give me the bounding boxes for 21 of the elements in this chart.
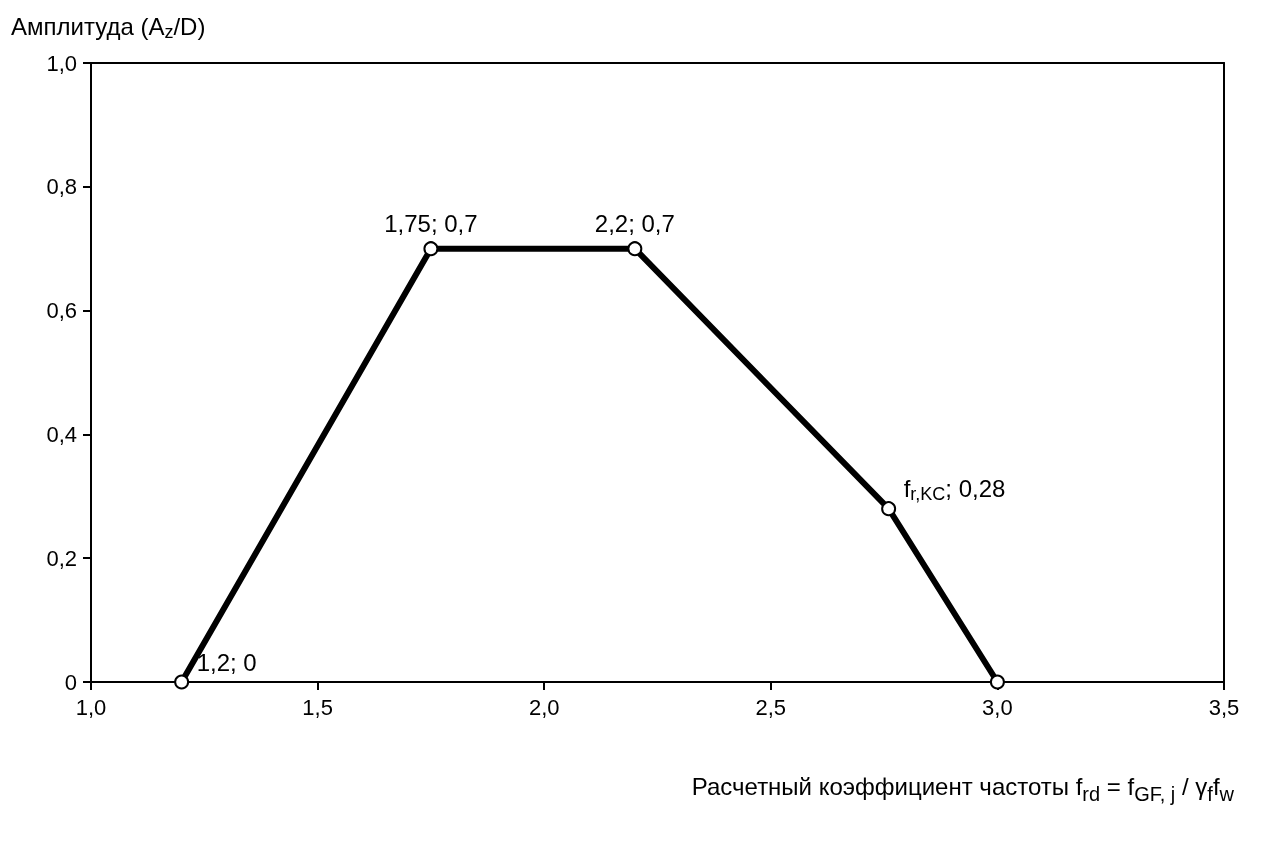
point <box>423 241 439 257</box>
x-tick-label: 1,0 <box>75 694 107 720</box>
x-tick-label: 3,0 <box>982 694 1013 720</box>
annotation: 2,2; 0,7 <box>594 210 675 238</box>
point <box>881 501 897 517</box>
x-tick-label: 2,5 <box>755 694 787 720</box>
point <box>174 674 190 690</box>
annotation: 1,75; 0,7 <box>384 210 478 238</box>
point <box>989 674 1005 690</box>
y-tick-label: 0,4 <box>46 421 77 447</box>
y-tick-label: 0 <box>64 669 77 695</box>
x-tick-label: 3,5 <box>1208 694 1240 720</box>
point <box>627 241 643 257</box>
y-tick-label: 0,6 <box>46 298 77 324</box>
x-axis-title: Расчетный коэффициент частоты f$_{rd}$ = f$_{GF, j}$ / γ$_{f}$f$_{w}$ <box>691 773 1234 806</box>
x-tick-label: 2,0 <box>528 694 560 720</box>
y-tick-label: 1,0 <box>46 50 77 76</box>
y-tick-label: 0,2 <box>46 545 77 571</box>
y-tick-label: 0,8 <box>46 174 77 200</box>
x-tick-label: 1,5 <box>302 694 333 720</box>
annotation: 1,2; 0 <box>196 648 257 676</box>
